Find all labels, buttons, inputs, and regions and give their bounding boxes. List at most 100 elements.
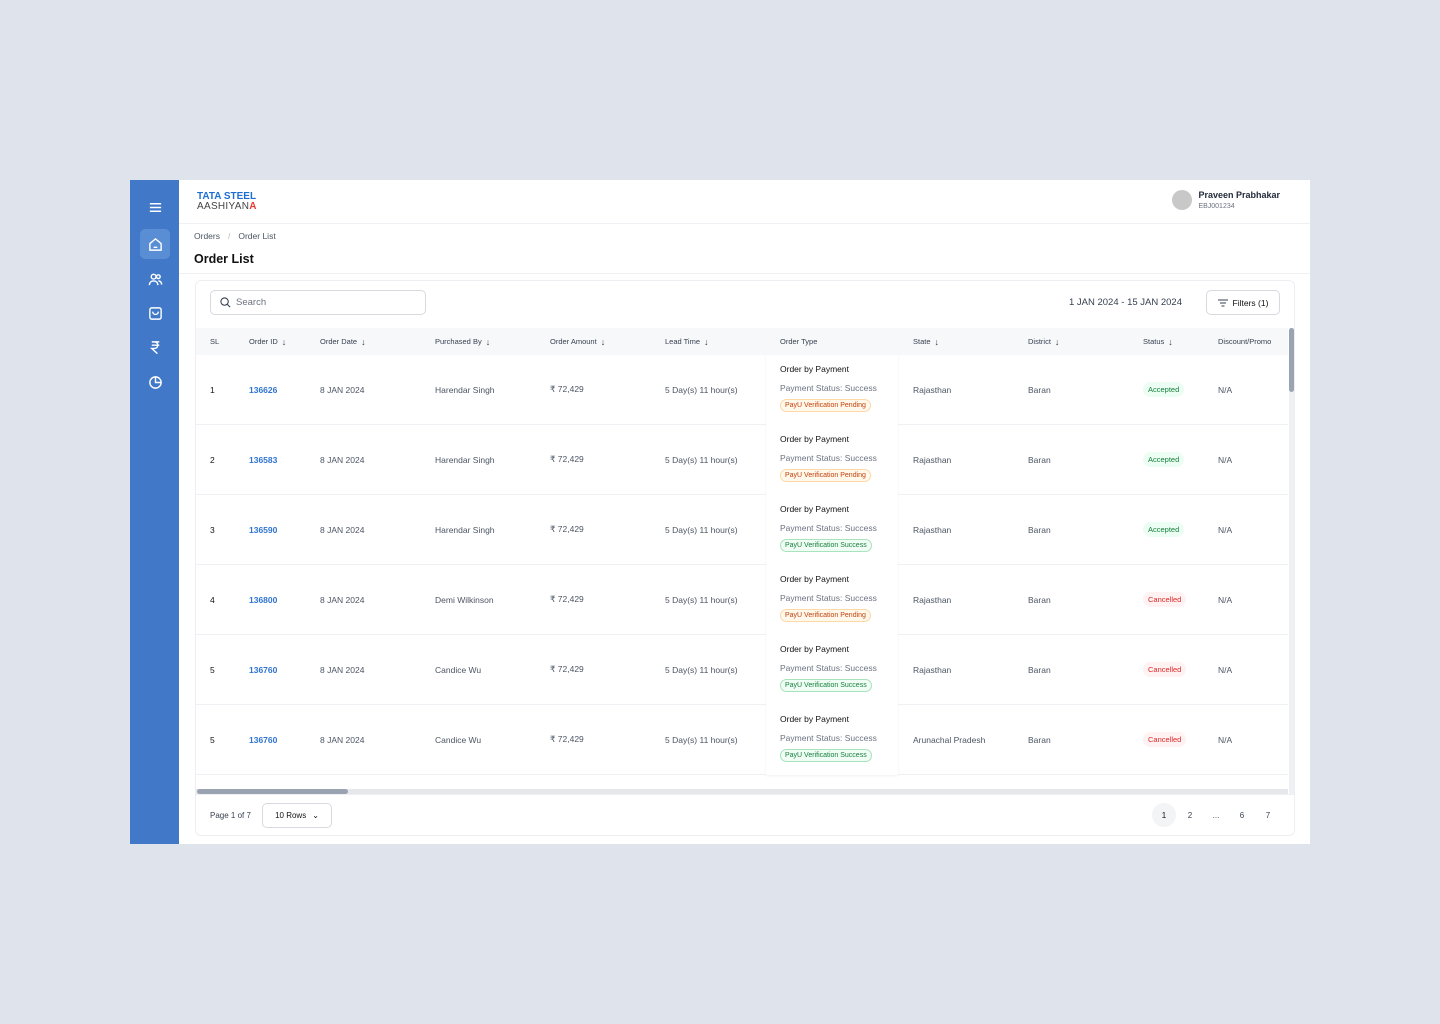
table-row[interactable]: 2 136583 8 JAN 2024 Harendar Singh ₹ 72,429 5… [196,425,1288,495]
order-id[interactable]: 136800 [249,594,278,605]
amount: ₹ 72,429 [550,734,584,744]
sidebar-item-orders[interactable] [140,298,170,328]
cell-discount: N/A [1218,355,1232,424]
purchased-by: Demi Wilkinson [435,594,494,605]
sort-arrow-icon[interactable]: ↓ [1168,336,1173,347]
date: 8 JAN 2024 [320,664,365,675]
date-range[interactable]: 1 JAN 2024 - 15 JAN 2024 [1068,297,1182,308]
payment-status: Payment Status: Success [780,453,877,463]
sort-arrow-icon[interactable]: ↓ [600,336,606,347]
search-icon [220,297,231,308]
cell-order-id: 136583 [249,425,277,494]
menu-icon[interactable] [140,192,170,222]
sort-arrow-icon[interactable]: ↓ [281,336,287,347]
sidebar-item-home[interactable] [140,229,170,259]
column-label: Discount/Promo [1218,337,1272,346]
column-header-status[interactable]: Status ↓ [1143,328,1173,355]
cell-sl: 1 [210,355,215,424]
cell-date: 8 JAN 2024 [320,495,364,564]
cell-status: Accepted [1143,495,1185,564]
user-profile[interactable]: Praveen Prabhakar EBJ001234 [1172,190,1280,210]
table-row[interactable]: 1 136626 8 JAN 2024 Harendar Singh ₹ 72,429 5… [196,355,1288,425]
breadcrumb: Orders / Order List [194,231,276,241]
page-info: Page 1 of 7 [210,811,251,820]
brand-logo[interactable]: TATA STEEL AASHIYANA [197,192,257,212]
column-header-order-id[interactable]: Order ID ↓ [249,328,286,355]
table-row[interactable]: 4 136800 8 JAN 2024 Demi Wilkinson ₹ 72,429 5… [196,565,1288,635]
filters-button[interactable]: Filters (1) [1206,290,1280,315]
column-label: Order Type [780,337,818,346]
date: 8 JAN 2024 [320,454,365,465]
lead-time: 5 Day(s) 11 hour(s) [665,594,738,605]
district: Baran [1028,454,1051,465]
sidebar-item-reports[interactable] [140,367,170,397]
column-header-district[interactable]: District ↓ [1028,328,1059,355]
lead-time: 5 Day(s) 11 hour(s) [665,454,738,465]
top-bar: TATA STEEL AASHIYANA Praveen Prabhakar EB… [179,180,1310,224]
table-row[interactable]: 5 136760 8 JAN 2024 Candice Wu ₹ 72,429 5 Day… [196,705,1288,775]
table-row[interactable]: 3 136590 8 JAN 2024 Harendar Singh ₹ 72,429 5… [196,495,1288,565]
column-header-order-date[interactable]: Order Date ↓ [320,328,366,355]
discount: N/A [1218,664,1233,675]
amount: ₹ 72,429 [550,664,584,674]
sort-arrow-icon[interactable]: ↓ [1054,336,1060,347]
lead-time: 5 Day(s) 11 hour(s) [665,384,738,395]
status-badge: Cancelled [1143,592,1187,607]
order-id[interactable]: 136583 [249,454,278,465]
vertical-scrollbar[interactable] [1289,328,1294,794]
column-label: Order ID [249,337,278,346]
rupee-icon [149,340,159,354]
sidebar-item-payments[interactable] [140,332,170,362]
cell-purchased-by: Candice Wu [435,635,481,704]
cell-sl: 4 [210,565,215,634]
cell-lead-time: 5 Day(s) 11 hour(s) [665,495,738,564]
district: Baran [1028,734,1051,745]
purchased-by: Harendar Singh [435,384,495,395]
brand-accent: A [249,201,257,212]
cell-amount: ₹ 72,429 [550,425,584,494]
scrollbar-thumb[interactable] [197,789,348,794]
search-input[interactable]: Search [210,290,426,315]
horizontal-scrollbar[interactable] [196,789,1288,794]
page-button[interactable]: 7 [1265,810,1271,820]
page-button[interactable]: 1 [1152,803,1176,827]
cell-purchased-by: Demi Wilkinson [435,565,494,634]
column-header-lead-time[interactable]: Lead Time ↓ [665,328,709,355]
cell-order-type: Order by Payment Payment Status: Success P… [766,425,898,495]
sidebar-item-users[interactable] [140,264,170,294]
order-id[interactable]: 136760 [249,664,278,675]
table-row[interactable]: 5 136760 8 JAN 2024 Candice Wu ₹ 72,429 5 Day… [196,635,1288,705]
page-button: ... [1212,810,1220,820]
discount: N/A [1218,384,1233,395]
user-name: Praveen Prabhakar [1198,190,1280,200]
brand-line2: AASHIYANA [197,202,257,212]
date: 8 JAN 2024 [320,524,365,535]
page-button[interactable]: 2 [1187,810,1193,820]
sort-arrow-icon[interactable]: ↓ [485,336,491,347]
scrollbar-thumb[interactable] [1289,328,1294,392]
cell-lead-time: 5 Day(s) 11 hour(s) [665,705,738,774]
breadcrumb-orders[interactable]: Orders [194,231,220,241]
avatar [1172,190,1193,210]
sort-arrow-icon[interactable]: ↓ [934,336,940,347]
order-type: Order by Payment [780,364,849,374]
cell-state: Arunachal Pradesh [913,705,985,774]
column-header-purchased-by[interactable]: Purchased By ↓ [435,328,490,355]
column-header-order-amount[interactable]: Order Amount ↓ [550,328,605,355]
column-header-state[interactable]: State ↓ [913,328,939,355]
date: 8 JAN 2024 [320,734,365,745]
column-label: Order Amount [550,337,597,346]
page-button[interactable]: 6 [1239,810,1245,820]
state: Rajasthan [913,454,952,465]
order-id[interactable]: 136626 [249,384,278,395]
order-id[interactable]: 136590 [249,524,278,535]
filters-label: Filters (1) [1232,297,1269,308]
order-id[interactable]: 136760 [249,734,278,745]
sort-arrow-icon[interactable]: ↓ [361,336,366,347]
cell-date: 8 JAN 2024 [320,355,364,424]
cell-status: Cancelled [1143,705,1187,774]
cell-amount: ₹ 72,429 [550,355,584,424]
cell-order-id: 136760 [249,705,277,774]
rows-per-page-select[interactable]: 10 Rows ⌄ [262,803,332,828]
sort-arrow-icon[interactable]: ↓ [704,336,709,347]
